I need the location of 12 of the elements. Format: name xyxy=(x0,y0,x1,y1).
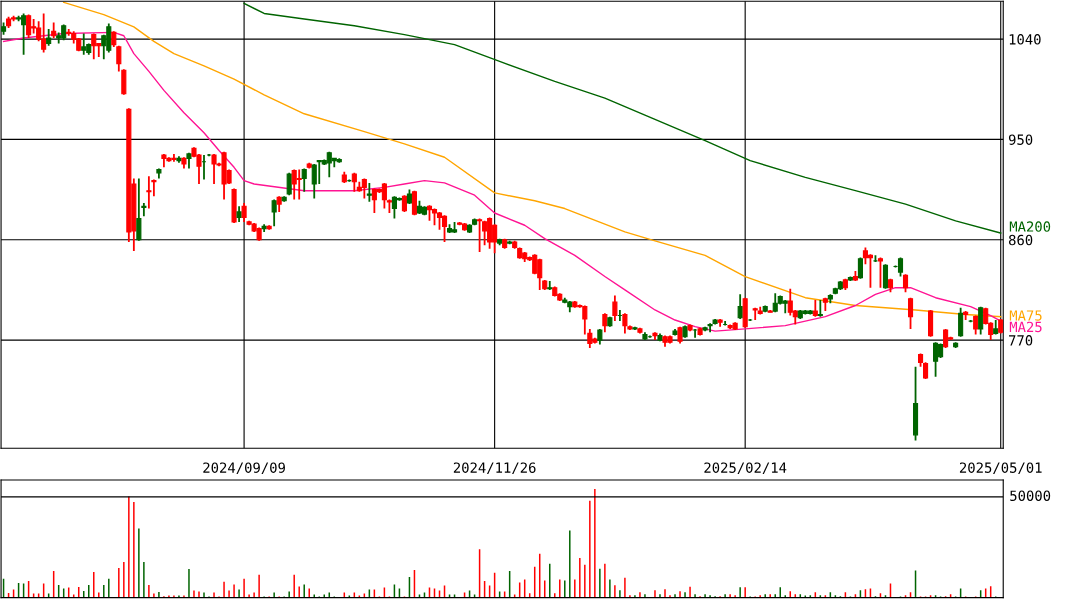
y-tick-label: 770 xyxy=(1009,335,1033,346)
series-label: MA25 xyxy=(1009,321,1042,333)
x-tick-label: 2025/02/14 xyxy=(704,462,787,475)
series-label: MA200 xyxy=(1009,221,1051,232)
x-tick-label: 2024/11/26 xyxy=(453,462,536,475)
x-tick-label: 2024/09/09 xyxy=(203,462,285,475)
text: 50000 xyxy=(1010,490,1051,501)
x-tick-label: 2025/05/01 xyxy=(959,462,1042,475)
y-tick-label: 1040 xyxy=(1009,34,1041,45)
y-tick-label: 950 xyxy=(1008,134,1033,145)
series-label: MA75 xyxy=(1009,310,1042,321)
y-tick-label: 860 xyxy=(1008,234,1033,246)
